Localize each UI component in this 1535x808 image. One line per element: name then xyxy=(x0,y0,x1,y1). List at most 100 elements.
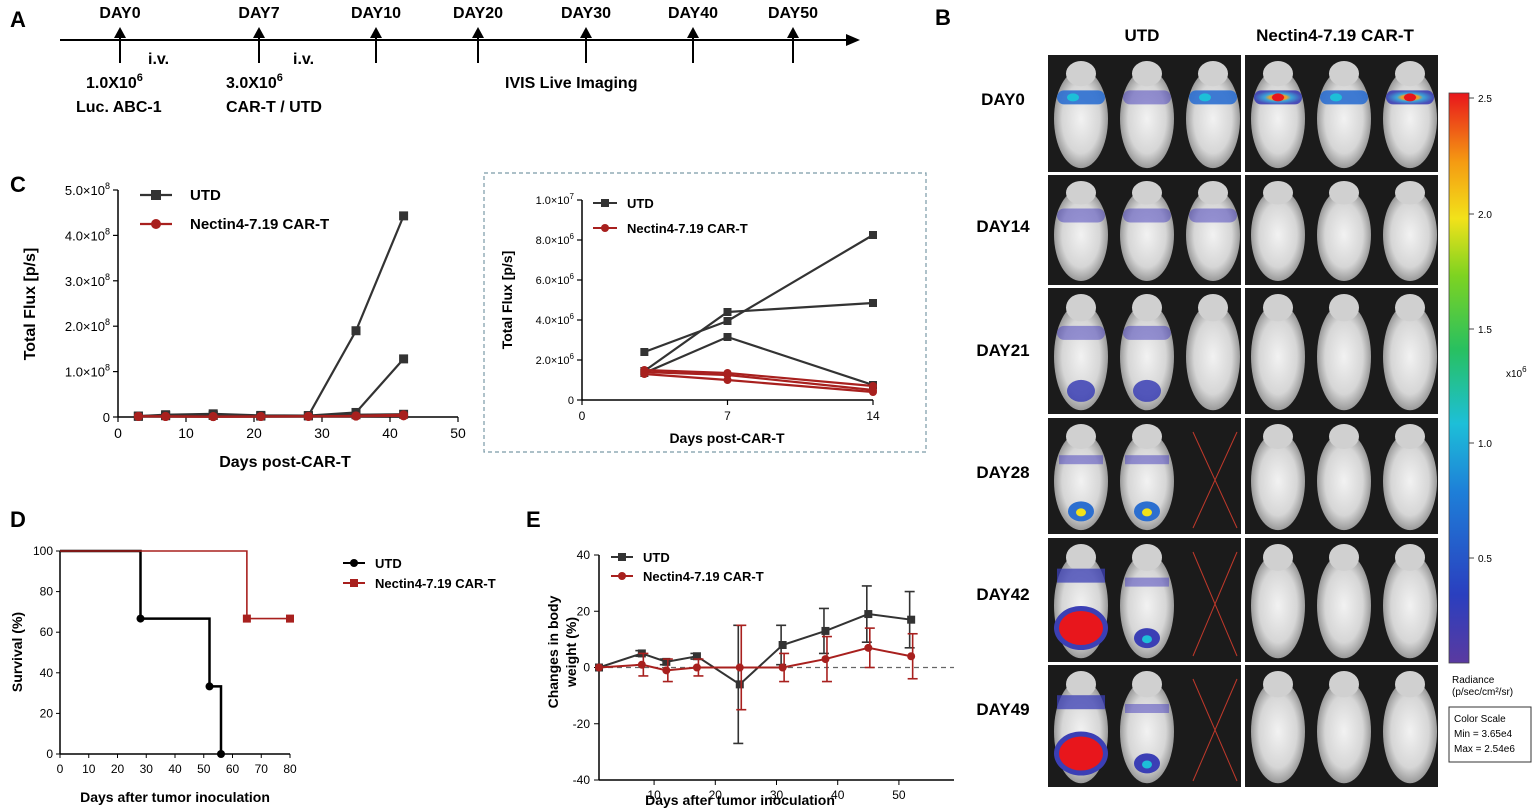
data-point xyxy=(662,657,671,666)
signal-lower xyxy=(1067,379,1095,402)
x-tick-label: 20 xyxy=(709,788,723,802)
legend-label: Nectin4-7.19 CAR-T xyxy=(643,569,764,584)
x-tick-label: 40 xyxy=(168,762,182,776)
x-axis-label: Days after tumor inoculation xyxy=(645,792,835,808)
data-point xyxy=(869,388,877,396)
mouse-head xyxy=(1263,424,1293,449)
signal-hotspot xyxy=(1330,93,1342,102)
mouse-body xyxy=(1383,432,1437,531)
mouse-head xyxy=(1198,181,1228,205)
legend-label: Nectin4-7.19 CAR-T xyxy=(190,216,329,233)
y-tick-mantissa: 0 xyxy=(568,395,574,407)
mouse-head xyxy=(1066,61,1096,87)
mouse-head xyxy=(1066,671,1096,698)
y-tick-label: 4.0×106 xyxy=(536,312,575,327)
data-point xyxy=(723,308,732,316)
data-point xyxy=(735,680,744,689)
data-point xyxy=(618,572,626,580)
y-tick-label: 2.0×108 xyxy=(65,317,110,334)
signal-hotspot xyxy=(1142,508,1152,517)
timeline-arrowhead xyxy=(846,34,860,46)
excluded-mark xyxy=(1192,678,1238,782)
data-point xyxy=(351,411,361,421)
timeline-arrow-head xyxy=(114,27,126,38)
signal-hotspot xyxy=(1067,93,1079,102)
timeline-day-label: DAY50 xyxy=(768,5,818,22)
timeline-arrow-head xyxy=(580,27,592,38)
colorbar xyxy=(1448,92,1470,664)
data-point xyxy=(350,579,358,587)
mouse-head xyxy=(1395,294,1425,322)
excluded-mark xyxy=(1192,551,1238,657)
mouse-body xyxy=(1251,679,1305,784)
imaging-day-label: DAY0 xyxy=(981,90,1025,109)
mouse-head xyxy=(1263,61,1293,87)
data-point xyxy=(399,211,409,221)
y-tick-label: 1.0×108 xyxy=(65,363,110,380)
imaging-day-label: DAY42 xyxy=(976,585,1029,604)
x-tick-label: 0 xyxy=(579,409,586,423)
x-tick-label: 80 xyxy=(283,762,297,776)
x-tick-label: 10 xyxy=(647,788,661,802)
signal-hotspot xyxy=(1142,760,1152,769)
data-point xyxy=(907,652,916,661)
signal-band xyxy=(1125,577,1169,587)
y-tick-label: 5.0×108 xyxy=(65,181,110,198)
series-line xyxy=(138,215,405,418)
colorbar-unit: x106 xyxy=(1506,365,1527,380)
y-tick-label: 8.0×106 xyxy=(536,232,575,247)
survival-step-line xyxy=(60,549,223,754)
legend-label: UTD xyxy=(627,196,654,211)
mouse-head xyxy=(1329,61,1359,87)
y-tick-mantissa: 2.0×10 xyxy=(536,355,570,367)
mouse-head xyxy=(1066,181,1096,205)
data-point xyxy=(640,370,649,378)
mouse-head xyxy=(1132,544,1162,571)
x-tick-label: 30 xyxy=(314,425,330,441)
data-point xyxy=(133,411,143,421)
mouse-body xyxy=(1317,552,1371,659)
imaging-day-label: DAY28 xyxy=(976,463,1029,482)
y-tick-label: 6.0×106 xyxy=(536,272,575,287)
mouse-head xyxy=(1066,544,1096,571)
x-tick-label: 7 xyxy=(724,409,731,423)
x-tick-label: 30 xyxy=(140,762,154,776)
data-point xyxy=(151,190,161,200)
signal-hotspot xyxy=(1272,93,1284,102)
colorbar-tick-label: 1.5 xyxy=(1478,325,1492,336)
data-point xyxy=(821,626,830,635)
mouse-head xyxy=(1329,181,1359,205)
group-label-car: Nectin4-7.19 CAR-T xyxy=(1256,26,1414,45)
x-tick-label: 20 xyxy=(246,425,262,441)
mouse-head xyxy=(1329,294,1359,322)
y-tick-mantissa: 4.0×10 xyxy=(65,228,105,243)
iv-label-2: i.v. xyxy=(293,51,314,68)
imaging-day-label: DAY14 xyxy=(976,217,1030,236)
mouse-body xyxy=(1251,188,1305,281)
y-tick-label: 0 xyxy=(568,395,574,407)
mouse-body xyxy=(1383,679,1437,784)
radiance-label: Radiance xyxy=(1452,675,1495,686)
dose-2-amount: 3.0X106 xyxy=(226,72,283,92)
data-point xyxy=(907,615,916,624)
y-tick-mantissa: 1.0×10 xyxy=(65,365,105,380)
mouse-head xyxy=(1263,671,1293,698)
mouse-head xyxy=(1329,424,1359,449)
mouse-head xyxy=(1263,181,1293,205)
timeline-day-label: DAY10 xyxy=(351,5,401,22)
mouse-head xyxy=(1263,294,1293,322)
timeline-day-label: DAY40 xyxy=(668,5,718,22)
data-point xyxy=(136,614,145,623)
panel-label-b: B xyxy=(935,5,951,30)
data-point xyxy=(151,219,161,229)
panel-label-d: D xyxy=(10,507,26,532)
x-tick-label: 14 xyxy=(866,409,880,423)
data-point xyxy=(217,750,225,758)
y-tick-exponent: 8 xyxy=(105,317,110,327)
data-point xyxy=(350,559,358,567)
signal-band xyxy=(1057,90,1105,105)
x-tick-label: 60 xyxy=(226,762,240,776)
y-tick-label: 100 xyxy=(33,544,53,558)
y-tick-label: 60 xyxy=(40,625,54,639)
